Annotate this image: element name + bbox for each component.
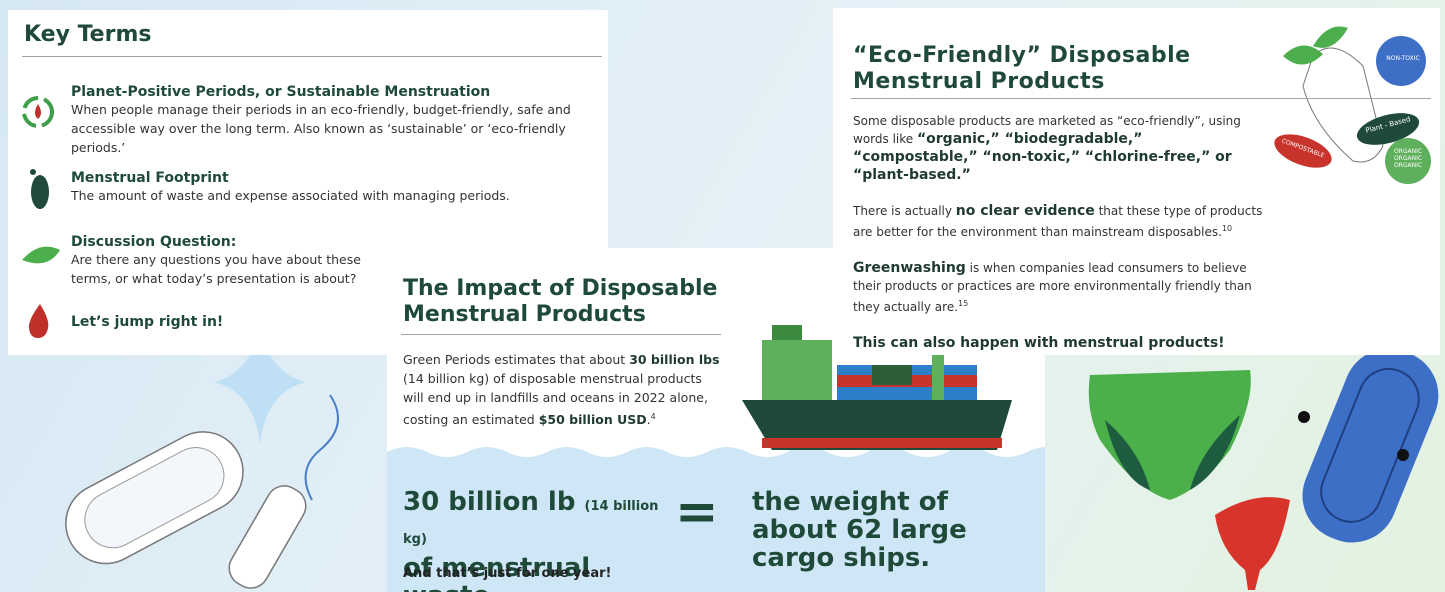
text-segment: There is actually xyxy=(853,204,956,218)
divider xyxy=(401,334,721,335)
term-text: When people manage their periods in an e… xyxy=(71,100,601,157)
equation-right: the weight of about 62 large cargo ships… xyxy=(752,488,1032,572)
text-segment: Greenwashing xyxy=(853,260,966,276)
paragraph: This can also happen with menstrual prod… xyxy=(853,334,1263,352)
badge: NON-TOXIC xyxy=(1378,55,1428,62)
paragraph: Some disposable products are marketed as… xyxy=(853,112,1263,184)
equals: = xyxy=(675,482,719,542)
term-2: Menstrual Footprint The amount of waste … xyxy=(71,170,601,205)
text-segment: no clear evidence xyxy=(956,203,1095,219)
term-3: Discussion Question: Are there any quest… xyxy=(71,234,391,288)
text-segment: 30 billion lbs xyxy=(629,352,719,367)
text-segment: Green Periods estimates that about xyxy=(403,352,629,367)
term-heading: Planet-Positive Periods, or Sustainable … xyxy=(71,84,601,100)
body: Green Periods estimates that about 30 bi… xyxy=(403,350,723,429)
product-art xyxy=(1080,340,1445,592)
text-segment: 10 xyxy=(1222,224,1232,233)
icons xyxy=(20,92,60,355)
divider xyxy=(22,56,602,57)
term-text: The amount of waste and expense associat… xyxy=(71,186,601,205)
text-segment: This can also happen with menstrual prod… xyxy=(853,335,1225,351)
text-segment: 4 xyxy=(651,412,656,421)
term-text: Are there any questions you have about t… xyxy=(71,250,391,288)
term-1: Planet-Positive Periods, or Sustainable … xyxy=(71,84,601,157)
closing: Let’s jump right in! xyxy=(71,314,223,330)
paragraph: There is actually no clear evidence that… xyxy=(853,202,1263,241)
eco-card: NON-TOXIC Plant - Based COMPOSTABLE ORGA… xyxy=(833,8,1440,355)
text-segment: $50 billion USD xyxy=(539,412,647,427)
term-heading: Menstrual Footprint xyxy=(71,170,601,186)
eco-paragraphs: Some disposable products are marketed as… xyxy=(853,112,1263,355)
paragraph: Greenwashing is when companies lead cons… xyxy=(853,259,1263,316)
text-segment: 15 xyxy=(958,299,968,308)
left-main: 30 billion lb xyxy=(403,487,575,517)
badge: ORGANIC ORGANIC ORGANIC xyxy=(1391,148,1425,169)
term-heading: Discussion Question: xyxy=(71,234,391,250)
title: “Eco-Friendly” Disposable Menstrual Prod… xyxy=(853,43,1233,95)
title: The Impact of Disposable Menstrual Produ… xyxy=(403,276,763,328)
divider xyxy=(851,98,1431,99)
page: Key Terms Planet-Positive Periods, or Su… xyxy=(0,0,1445,592)
title: Key Terms xyxy=(24,22,151,47)
footer: And that’s just for one year! xyxy=(403,566,611,581)
